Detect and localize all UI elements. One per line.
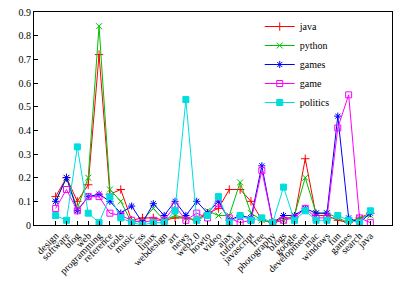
svg-text:0.4: 0.4 — [19, 125, 32, 136]
svg-text:webdesign: webdesign — [131, 230, 169, 268]
svg-text:javascript: javascript — [220, 230, 256, 266]
svg-text:google: google — [272, 230, 299, 257]
svg-text:java: java — [355, 230, 376, 251]
svg-text:0.9: 0.9 — [19, 7, 32, 18]
svg-text:design: design — [34, 230, 60, 256]
svg-text:0: 0 — [26, 220, 31, 231]
svg-text:howto: howto — [187, 230, 212, 255]
svg-text:video: video — [200, 230, 223, 253]
svg-text:ajax: ajax — [215, 230, 235, 250]
svg-text:search: search — [339, 230, 365, 256]
svg-text:games: games — [300, 59, 326, 70]
svg-text:mac: mac — [301, 230, 321, 250]
svg-text:art: art — [165, 230, 180, 245]
svg-text:game: game — [300, 78, 322, 89]
svg-text:blogs: blogs — [265, 230, 288, 253]
svg-text:software: software — [39, 230, 72, 263]
svg-text:0.2: 0.2 — [19, 172, 32, 183]
svg-text:politics: politics — [300, 97, 330, 108]
svg-text:programming: programming — [58, 230, 104, 276]
svg-text:python: python — [300, 40, 328, 51]
svg-text:tutorial: tutorial — [217, 230, 245, 258]
svg-text:music: music — [112, 230, 137, 255]
svg-text:0.5: 0.5 — [19, 101, 32, 112]
svg-text:news: news — [169, 230, 191, 252]
svg-text:photography: photography — [234, 230, 278, 274]
svg-text:css: css — [131, 230, 147, 246]
svg-text:java: java — [299, 21, 317, 32]
svg-text:reference: reference — [81, 230, 115, 264]
svg-text:fun: fun — [326, 230, 343, 247]
svg-text:0.3: 0.3 — [19, 149, 32, 160]
svg-text:blog: blog — [62, 230, 82, 250]
svg-text:tools: tools — [104, 230, 126, 252]
svg-text:0.7: 0.7 — [19, 54, 32, 65]
svg-text:free: free — [248, 230, 267, 249]
svg-text:games: games — [328, 230, 354, 256]
svg-text:0.1: 0.1 — [19, 196, 32, 207]
svg-text:0.8: 0.8 — [19, 30, 32, 41]
svg-text:web: web — [74, 230, 94, 250]
svg-text:linux: linux — [136, 230, 158, 252]
svg-text:0.6: 0.6 — [19, 78, 32, 89]
svg-text:web2.0: web2.0 — [173, 230, 201, 258]
svg-text:windows: windows — [299, 230, 332, 263]
svg-text:development: development — [266, 230, 310, 274]
